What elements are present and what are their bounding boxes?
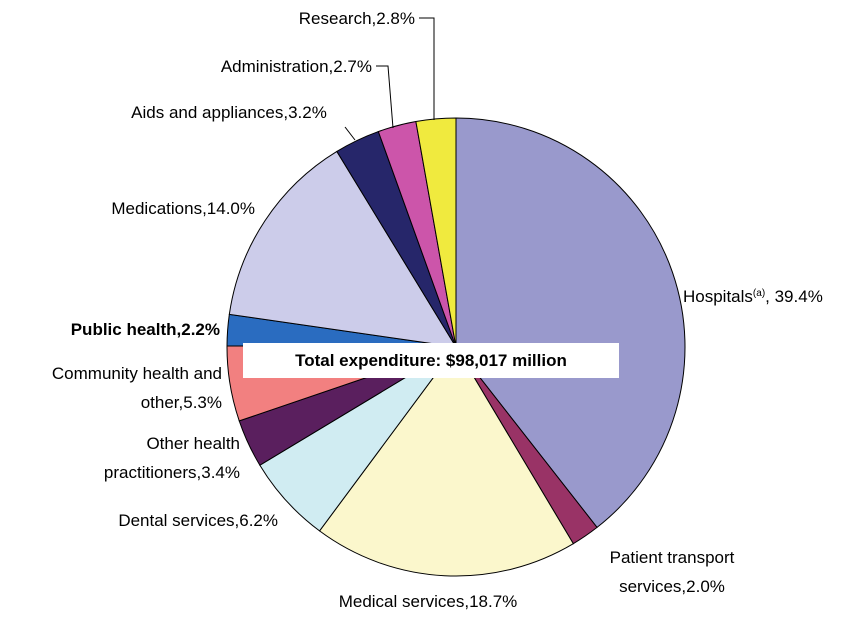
slice-label: Patient transport services,2.0% — [610, 543, 735, 601]
leader-line — [344, 126, 356, 141]
label-value: , 39.4% — [765, 287, 823, 306]
slice-label: Research,2.8% — [299, 4, 415, 33]
slice-label: Community health and other,5.3% — [52, 359, 222, 417]
label-value: 18.7% — [469, 592, 518, 611]
pie-slice — [415, 117, 457, 348]
label-name: Patient transport services, — [609, 548, 735, 596]
label-value: 2.8% — [376, 9, 415, 28]
slice-label: Hospitals(a), 39.4% — [683, 282, 823, 311]
slice-label: Public health,2.2% — [71, 315, 220, 344]
label-name: Medical services, — [338, 592, 470, 611]
slice-label: Aids and appliances,3.2% — [131, 98, 327, 127]
label-name: Research, — [298, 9, 377, 28]
label-name: Public health, — [70, 320, 182, 339]
leader-line — [419, 17, 435, 120]
pie-slice — [228, 150, 457, 348]
slice-label: Other health practitioners,3.4% — [104, 429, 240, 487]
label-value: 2.2% — [181, 320, 220, 339]
label-name: Aids and appliances, — [131, 103, 289, 122]
label-name: Community health and other, — [51, 364, 222, 412]
slice-label: Dental services,6.2% — [118, 506, 278, 535]
label-name: Other health practitioners, — [103, 434, 240, 482]
slice-label: Medications,14.0% — [111, 194, 255, 223]
slice-label: Medical services,18.7% — [339, 587, 518, 616]
label-footnote: (a) — [752, 288, 766, 299]
label-name: Administration, — [220, 57, 334, 76]
label-value: 2.7% — [333, 57, 372, 76]
label-value: 2.0% — [686, 577, 725, 596]
label-value: 3.2% — [288, 103, 327, 122]
leader-line — [376, 65, 394, 129]
center-label: Total expenditure: $98,017 million — [243, 343, 619, 378]
label-value: 5.3% — [183, 393, 222, 412]
label-name: Medications, — [111, 199, 207, 218]
slice-label: Administration,2.7% — [221, 52, 372, 81]
label-name: Hospitals — [683, 287, 753, 306]
label-value: 6.2% — [239, 511, 278, 530]
label-value: 3.4% — [201, 463, 240, 482]
pie-slice — [455, 117, 686, 529]
label-name: Dental services, — [118, 511, 240, 530]
pie-slice — [318, 346, 574, 577]
label-value: 14.0% — [206, 199, 255, 218]
